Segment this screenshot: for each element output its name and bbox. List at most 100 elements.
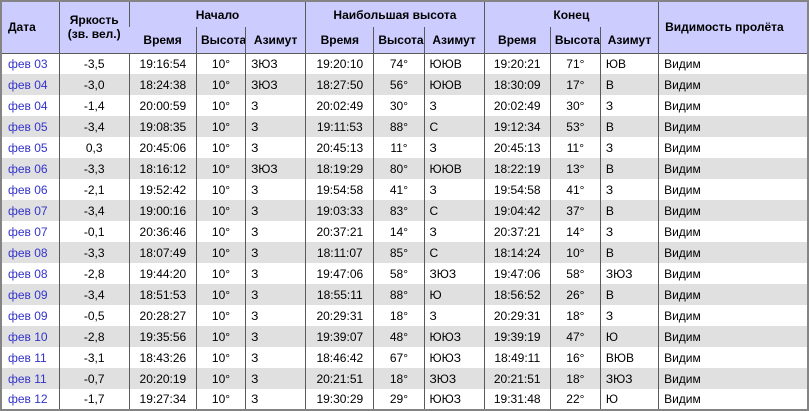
cell-visibility: Видим	[658, 242, 808, 263]
table-header: Дата Яркость (зв. вел.) Начало Наибольша…	[1, 1, 808, 54]
cell-end-altitude: 17°	[549, 74, 601, 95]
cell-date[interactable]: фев 04	[1, 95, 59, 116]
cell-max-azimuth: З	[423, 95, 485, 116]
col-header-start-altitude: Высота	[195, 27, 246, 54]
cell-brightness: -2,8	[58, 263, 130, 284]
cell-date[interactable]: фев 06	[1, 179, 59, 200]
cell-brightness: 0,3	[58, 137, 130, 158]
cell-date[interactable]: фев 05	[1, 137, 59, 158]
cell-max-time: 20:21:51	[305, 368, 374, 389]
cell-max-azimuth: С	[423, 242, 485, 263]
cell-max-time: 20:29:31	[305, 305, 374, 326]
date-link[interactable]: фев 11	[8, 371, 47, 386]
table-body: фев 03 -3,5 19:16:54 10° ЗЮЗ 19:20:10 74° ЮЮВ 19…	[1, 53, 808, 410]
cell-end-time: 19:39:19	[483, 326, 551, 347]
date-link[interactable]: фев 09	[8, 287, 48, 302]
cell-date[interactable]: фев 05	[1, 116, 59, 137]
cell-max-azimuth: З	[423, 305, 485, 326]
cell-end-azimuth: В	[599, 74, 659, 95]
cell-end-time: 19:54:58	[483, 179, 551, 200]
cell-date[interactable]: фев 08	[1, 263, 59, 284]
cell-date[interactable]: фев 04	[1, 74, 59, 95]
cell-max-altitude: 14°	[373, 221, 424, 242]
cell-brightness: -3,1	[58, 347, 130, 368]
cell-date[interactable]: фев 09	[1, 305, 59, 326]
cell-visibility: Видим	[658, 200, 808, 221]
cell-start-time: 18:51:53	[128, 284, 197, 305]
cell-date[interactable]: фев 07	[1, 200, 59, 221]
cell-start-altitude: 10°	[195, 221, 246, 242]
date-link[interactable]: фев 07	[8, 203, 48, 218]
cell-start-azimuth: З	[245, 179, 306, 200]
cell-end-azimuth: В	[599, 284, 659, 305]
cell-end-azimuth: ВЮВ	[599, 347, 659, 368]
cell-end-altitude: 47°	[549, 326, 601, 347]
cell-date[interactable]: фев 03	[1, 53, 59, 74]
cell-max-time: 19:54:58	[305, 179, 374, 200]
date-link[interactable]: фев 12	[8, 392, 48, 406]
cell-start-altitude: 10°	[195, 95, 246, 116]
cell-end-altitude: 16°	[549, 347, 601, 368]
cell-max-azimuth: З	[423, 137, 485, 158]
cell-max-time: 19:20:10	[305, 53, 374, 74]
col-group-start: Начало	[128, 1, 306, 27]
col-header-date: Дата	[1, 1, 60, 54]
date-link[interactable]: фев 06	[8, 182, 48, 197]
cell-max-altitude: 74°	[373, 53, 424, 74]
date-link[interactable]: фев 07	[8, 224, 48, 239]
cell-start-altitude: 10°	[195, 137, 246, 158]
cell-date[interactable]: фев 11	[1, 368, 59, 389]
cell-end-time: 20:21:51	[483, 368, 551, 389]
col-header-max-altitude: Высота	[373, 27, 424, 54]
date-link[interactable]: фев 10	[8, 329, 48, 344]
cell-visibility: Видим	[658, 389, 808, 410]
cell-start-altitude: 10°	[195, 53, 246, 74]
cell-start-altitude: 10°	[195, 116, 246, 137]
cell-max-azimuth: Ю	[423, 284, 485, 305]
cell-brightness: -1,4	[58, 95, 130, 116]
cell-date[interactable]: фев 07	[1, 221, 59, 242]
date-link[interactable]: фев 05	[8, 140, 48, 155]
cell-date[interactable]: фев 12	[1, 389, 59, 410]
date-link[interactable]: фев 08	[8, 245, 48, 260]
cell-start-time: 18:07:49	[128, 242, 197, 263]
date-link[interactable]: фев 04	[8, 98, 48, 113]
date-link[interactable]: фев 04	[8, 77, 48, 92]
date-link[interactable]: фев 03	[8, 56, 48, 71]
cell-start-time: 20:28:27	[128, 305, 197, 326]
cell-date[interactable]: фев 10	[1, 326, 59, 347]
date-link[interactable]: фев 08	[8, 266, 48, 281]
cell-date[interactable]: фев 11	[1, 347, 59, 368]
cell-end-time: 20:29:31	[483, 305, 551, 326]
cell-max-time: 19:03:33	[305, 200, 374, 221]
cell-end-time: 19:20:21	[483, 53, 551, 74]
cell-date[interactable]: фев 08	[1, 242, 59, 263]
cell-max-altitude: 67°	[373, 347, 424, 368]
cell-brightness: -3,3	[58, 158, 130, 179]
cell-start-altitude: 10°	[195, 305, 246, 326]
cell-max-azimuth: ЮЮЗ	[423, 389, 485, 410]
cell-max-altitude: 83°	[373, 200, 424, 221]
cell-max-altitude: 11°	[373, 137, 424, 158]
date-link[interactable]: фев 05	[8, 119, 48, 134]
cell-max-altitude: 48°	[373, 326, 424, 347]
brightness-label-line1: Яркость	[69, 13, 119, 28]
cell-max-altitude: 41°	[373, 179, 424, 200]
cell-start-time: 20:45:06	[128, 137, 197, 158]
date-link[interactable]: фев 11	[8, 350, 47, 365]
cell-end-azimuth: В	[599, 158, 659, 179]
cell-start-time: 19:08:35	[128, 116, 197, 137]
cell-start-time: 19:00:16	[128, 200, 197, 221]
cell-date[interactable]: фев 06	[1, 158, 59, 179]
cell-max-azimuth: С	[423, 200, 485, 221]
cell-end-time: 19:47:06	[483, 263, 551, 284]
cell-end-azimuth: Ю	[599, 326, 659, 347]
cell-brightness: -3,4	[58, 284, 130, 305]
cell-visibility: Видим	[658, 263, 808, 284]
date-link[interactable]: фев 09	[8, 308, 48, 323]
date-link[interactable]: фев 06	[8, 161, 48, 176]
cell-date[interactable]: фев 09	[1, 284, 59, 305]
cell-max-azimuth: ЗЮЗ	[423, 263, 485, 284]
cell-start-time: 19:44:20	[128, 263, 197, 284]
cell-end-altitude: 18°	[549, 368, 601, 389]
